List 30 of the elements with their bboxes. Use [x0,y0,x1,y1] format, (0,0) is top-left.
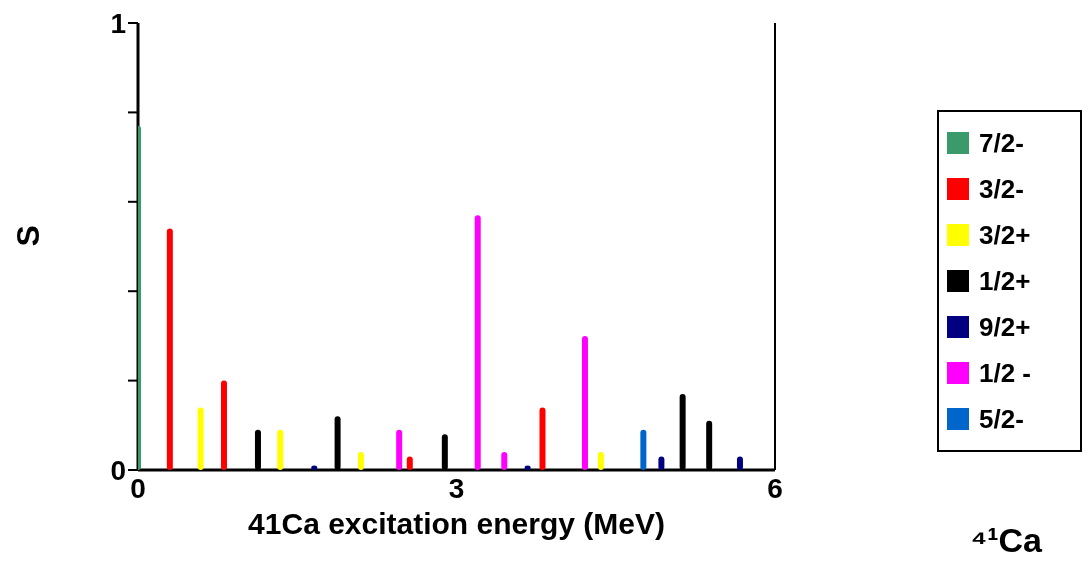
bar [277,429,284,470]
bar [640,429,647,470]
legend-label: 1/2 - [979,357,1032,389]
bar [166,228,173,470]
bar [736,456,743,470]
bar [597,452,604,470]
x-tick-label: 0 [130,472,146,504]
bar [474,215,481,470]
y-tick-label: 1 [110,7,126,39]
x-axis-title: 41Ca excitation energy (MeV) [248,507,665,540]
bar [357,452,364,470]
bar [396,429,403,470]
text: ⁴¹Ca [970,521,1042,560]
legend-label: 3/2- [979,173,1024,205]
bar [539,407,546,470]
legend-label: 3/2+ [979,219,1031,251]
bar [197,407,204,470]
y-axis-title: S [10,225,47,247]
bar [501,452,508,470]
bar [581,335,588,470]
x-tick-label: 3 [448,472,465,504]
bar [221,380,227,470]
bar [406,456,413,470]
legend-label: 9/2+ [979,311,1031,343]
legend-label: 7/2- [979,127,1024,159]
bar [138,125,141,470]
bar [658,456,665,470]
x-tick-label: 6 [767,472,783,504]
legend-label: 1/2+ [979,265,1031,297]
legend-label: 5/2- [979,403,1024,435]
